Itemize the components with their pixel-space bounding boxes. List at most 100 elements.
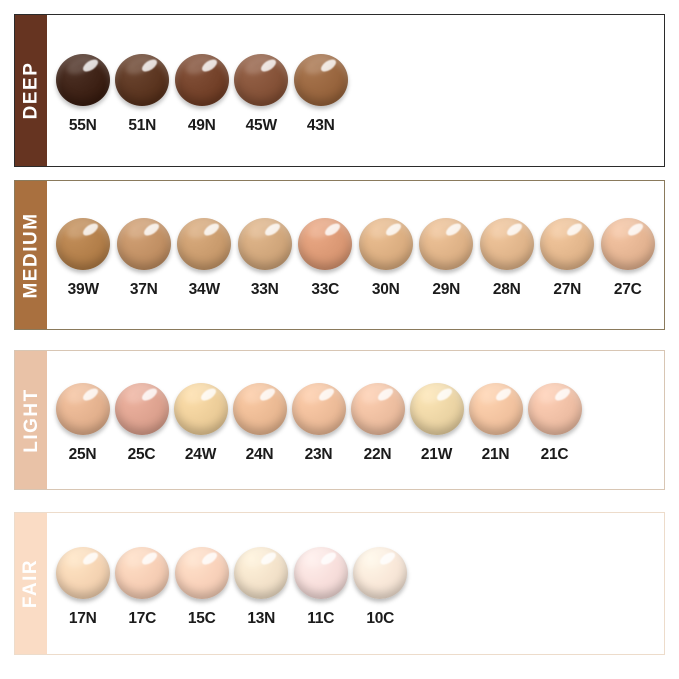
shade-swatch[interactable]: 25C xyxy=(112,380,171,464)
shade-swatch[interactable]: 24N xyxy=(230,380,289,464)
shade-swatch[interactable]: 37N xyxy=(114,215,175,299)
shade-swatch-dot-wrap xyxy=(349,380,407,438)
shade-swatch-label: 21N xyxy=(481,446,510,463)
shade-swatch[interactable]: 45W xyxy=(232,51,292,135)
shade-swatch[interactable]: 25N xyxy=(53,380,112,464)
shade-swatch-color xyxy=(55,546,110,599)
shade-swatch-dot-wrap xyxy=(351,544,409,602)
shade-swatch-color xyxy=(540,218,595,270)
section-tab-label-fair: FAIR xyxy=(20,558,42,609)
shade-swatch-label: 43N xyxy=(306,116,335,134)
shade-swatch[interactable]: 51N xyxy=(113,51,173,135)
shade-swatch-color xyxy=(298,218,353,270)
shade-swatch-label: 15C xyxy=(187,609,216,627)
shade-swatch-dot-wrap xyxy=(54,544,112,602)
section-tab-label-deep: DEEP xyxy=(20,61,42,120)
shade-swatch-dot-wrap xyxy=(478,215,536,273)
shade-swatch-color xyxy=(234,53,289,106)
shade-section-medium: MEDIUM 39W 37N 34W 33N 33C 30N 29N 28N 27N 27C xyxy=(14,180,665,330)
shade-swatch[interactable]: 49N xyxy=(172,51,232,135)
shade-swatch-dot-wrap xyxy=(113,380,171,438)
swatch-row-deep: 55N 51N 49N 45W 43N xyxy=(53,47,664,135)
shade-swatch-label: 17C xyxy=(128,609,157,627)
shade-swatch[interactable]: 22N xyxy=(348,380,407,464)
shade-swatch-color xyxy=(527,383,582,435)
shade-swatch-dot-wrap xyxy=(113,51,171,109)
shade-swatch-label: 28N xyxy=(492,281,521,298)
shade-swatch-label: 23N xyxy=(304,446,333,463)
shade-swatch-label: 45W xyxy=(245,116,277,134)
shade-swatch-label: 37N xyxy=(129,281,158,298)
shade-swatch[interactable]: 33N xyxy=(235,215,296,299)
shade-swatch[interactable]: 10C xyxy=(351,544,411,628)
shade-swatch-label: 55N xyxy=(68,116,97,134)
section-tab-label-light: LIGHT xyxy=(20,387,42,453)
shade-swatch-label: 33N xyxy=(250,281,279,298)
shade-swatch-label: 25N xyxy=(68,446,97,463)
shade-swatch[interactable]: 21C xyxy=(525,380,584,464)
shade-swatch[interactable]: 21W xyxy=(407,380,466,464)
shade-swatch-color xyxy=(293,53,348,106)
shade-swatch-label: 25C xyxy=(127,446,156,463)
shade-swatch-color xyxy=(291,383,346,435)
shade-swatch[interactable]: 43N xyxy=(291,51,351,135)
shade-swatch-dot-wrap xyxy=(292,544,350,602)
shade-swatch-color xyxy=(55,383,110,435)
shade-swatch[interactable]: 33C xyxy=(295,215,356,299)
shade-swatch-color xyxy=(409,383,464,435)
swatch-area-light: 25N 25C 24W 24N 23N 22N 21W 21N 21C xyxy=(47,351,664,489)
shade-swatch-dot-wrap xyxy=(538,215,596,273)
shade-swatch-dot-wrap xyxy=(54,380,112,438)
shade-swatch-label: 51N xyxy=(128,116,157,134)
shade-swatch-dot-wrap xyxy=(236,215,294,273)
shade-swatch-color xyxy=(468,383,523,435)
shade-swatch-dot-wrap xyxy=(173,51,231,109)
shade-swatch-label: 29N xyxy=(432,281,461,298)
shade-swatch-dot-wrap xyxy=(417,215,475,273)
shade-swatch-label: 49N xyxy=(187,116,216,134)
shade-swatch-dot-wrap xyxy=(231,380,289,438)
shade-swatch[interactable]: 29N xyxy=(416,215,477,299)
shade-swatch-label: 30N xyxy=(371,281,400,298)
shade-swatch[interactable]: 27C xyxy=(598,215,659,299)
swatch-row-fair: 17N 17C 15C 13N 11C 10C xyxy=(53,540,664,628)
section-tab-deep: DEEP xyxy=(15,15,47,166)
shade-swatch[interactable]: 28N xyxy=(477,215,538,299)
swatch-area-fair: 17N 17C 15C 13N 11C 10C xyxy=(47,513,664,654)
shade-swatch-color xyxy=(419,218,474,270)
shade-swatch[interactable]: 17C xyxy=(113,544,173,628)
shade-swatch[interactable]: 13N xyxy=(232,544,292,628)
shade-swatch-label: 17N xyxy=(68,609,97,627)
section-tab-label-medium: MEDIUM xyxy=(20,211,42,299)
shade-swatch-label: 11C xyxy=(307,609,335,627)
shade-swatch[interactable]: 15C xyxy=(172,544,232,628)
shade-swatch[interactable]: 39W xyxy=(53,215,114,299)
shade-swatch-color xyxy=(115,546,170,599)
shade-swatch[interactable]: 17N xyxy=(53,544,113,628)
shade-swatch-dot-wrap xyxy=(599,215,657,273)
shade-section-deep: DEEP 55N 51N 49N 45W 43N xyxy=(14,14,665,167)
shade-swatch[interactable]: 21N xyxy=(466,380,525,464)
swatch-row-light: 25N 25C 24W 24N 23N 22N 21W 21N 21C xyxy=(53,376,664,464)
section-tab-light: LIGHT xyxy=(15,351,47,489)
shade-swatch[interactable]: 24W xyxy=(171,380,230,464)
shade-swatch-color xyxy=(293,546,348,599)
swatch-area-deep: 55N 51N 49N 45W 43N xyxy=(47,15,664,166)
swatch-area-medium: 39W 37N 34W 33N 33C 30N 29N 28N 27N 27C xyxy=(47,181,664,329)
shade-swatch-color xyxy=(177,218,232,270)
shade-swatch[interactable]: 11C xyxy=(291,544,351,628)
shade-swatch-dot-wrap xyxy=(296,215,354,273)
shade-swatch-color xyxy=(600,218,655,270)
shade-swatch[interactable]: 23N xyxy=(289,380,348,464)
shade-section-light: LIGHT 25N 25C 24W 24N 23N 22N 21W 21N 21C xyxy=(14,350,665,490)
shade-swatch-label: 34W xyxy=(188,281,220,298)
shade-swatch-label: 13N xyxy=(247,609,276,627)
shade-swatch-color xyxy=(174,546,229,599)
shade-swatch-color xyxy=(114,383,169,435)
shade-swatch[interactable]: 34W xyxy=(174,215,235,299)
shade-swatch[interactable]: 27N xyxy=(537,215,598,299)
shade-swatch[interactable]: 55N xyxy=(53,51,113,135)
shade-swatch-color xyxy=(353,546,408,599)
shade-swatch-dot-wrap xyxy=(290,380,348,438)
shade-swatch[interactable]: 30N xyxy=(356,215,417,299)
